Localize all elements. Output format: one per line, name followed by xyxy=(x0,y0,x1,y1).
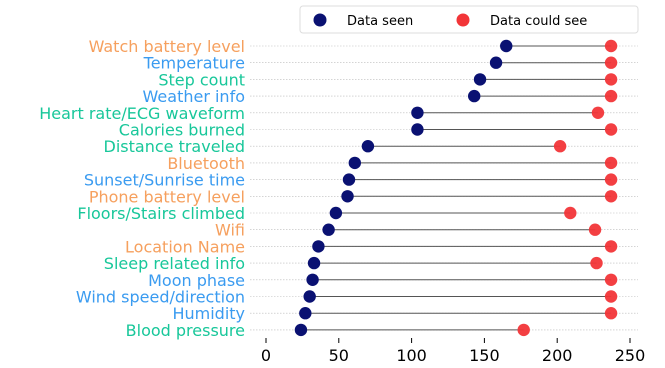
point-data-seen xyxy=(341,190,354,203)
point-data-could-see xyxy=(604,173,618,186)
point-data-seen xyxy=(303,290,316,303)
x-tick-label: 50 xyxy=(329,346,349,365)
x-axis: 0 50 100 150 200 250 xyxy=(261,338,645,365)
category-label: Step count xyxy=(158,70,245,89)
point-data-could-see xyxy=(588,223,602,236)
legend: Data seen Data could see xyxy=(299,5,639,34)
point-data-could-see xyxy=(604,307,618,320)
point-data-seen xyxy=(312,240,325,253)
x-tick-label: 200 xyxy=(542,346,573,365)
category-label: Humidity xyxy=(172,304,245,323)
point-data-could-see xyxy=(604,73,618,86)
point-data-seen xyxy=(468,89,481,103)
category-label: Distance traveled xyxy=(104,137,245,156)
data-points xyxy=(294,39,618,337)
point-data-seen xyxy=(299,307,312,320)
category-label: Sleep related info xyxy=(104,254,245,273)
point-data-seen xyxy=(411,123,424,136)
point-data-seen xyxy=(307,256,321,270)
point-data-could-see xyxy=(591,106,605,120)
category-label: Calories burned xyxy=(119,121,245,140)
point-data-seen xyxy=(322,223,335,236)
point-data-seen xyxy=(342,173,356,186)
legend-label: Data could see xyxy=(490,14,587,29)
x-tick-label: 250 xyxy=(615,346,646,365)
point-data-seen xyxy=(489,56,503,69)
point-data-seen xyxy=(348,156,362,170)
point-data-could-see xyxy=(604,273,618,286)
point-data-seen xyxy=(500,39,513,53)
category-label: Temperature xyxy=(143,54,245,73)
category-label: Weather info xyxy=(143,87,245,106)
x-tick-label: 100 xyxy=(396,346,427,365)
category-label: Floors/Stairs climbed xyxy=(77,204,245,223)
category-label: Wind speed/direction xyxy=(76,288,245,307)
category-label: Heart rate/ECG waveform xyxy=(39,104,245,123)
point-data-could-see xyxy=(517,323,530,337)
point-data-could-see xyxy=(604,89,618,103)
legend-marker-data-seen xyxy=(313,13,327,27)
x-tick-label: 150 xyxy=(469,346,500,365)
category-label: Phone battery level xyxy=(89,187,245,206)
category-label: Blood pressure xyxy=(126,321,245,340)
point-data-could-see xyxy=(604,39,618,53)
point-data-seen xyxy=(294,323,308,337)
point-data-could-see xyxy=(604,123,618,136)
point-data-seen xyxy=(411,106,424,120)
point-data-could-see xyxy=(590,256,603,270)
point-data-could-see xyxy=(604,240,618,253)
category-label: Watch battery level xyxy=(89,37,245,56)
x-tick-label: 0 xyxy=(261,346,271,365)
point-data-could-see xyxy=(553,140,567,153)
connectors xyxy=(300,45,612,331)
point-data-seen xyxy=(361,140,375,153)
gridlines xyxy=(250,45,638,331)
legend-label: Data seen xyxy=(347,14,413,29)
point-data-could-see xyxy=(604,156,618,170)
point-data-could-see xyxy=(604,190,618,203)
point-data-seen xyxy=(306,273,319,286)
category-label: Bluetooth xyxy=(167,154,245,173)
category-label: Sunset/Sunrise time xyxy=(84,171,245,190)
point-data-seen xyxy=(473,73,487,86)
point-data-could-see xyxy=(564,206,577,220)
point-data-could-see xyxy=(604,290,618,303)
category-label: Moon phase xyxy=(148,271,245,290)
category-label: Wifi xyxy=(215,221,245,240)
point-data-could-see xyxy=(604,56,618,69)
legend-marker-data-could-see xyxy=(456,13,470,27)
point-data-seen xyxy=(329,206,343,220)
category-label: Location Name xyxy=(125,237,245,256)
